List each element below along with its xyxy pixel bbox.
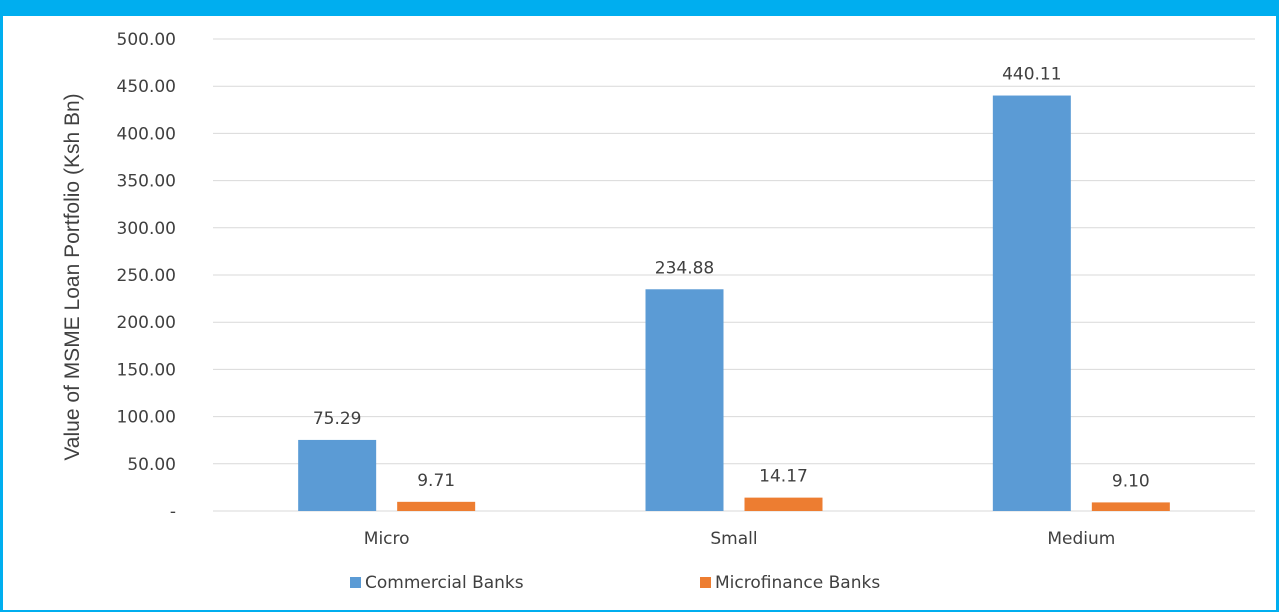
bar-microfinance-banks-micro — [397, 501, 476, 511]
y-tick-label: 250.00 — [117, 266, 176, 286]
bar-microfinance-banks-medium — [1091, 502, 1170, 511]
y-tick-label: 300.00 — [117, 219, 176, 239]
data-labels: 75.29 9.71 234.88 14.17 440.11 9.10 — [313, 65, 1150, 492]
y-tick-label: 350.00 — [117, 172, 176, 192]
y-tick-label: 400.00 — [117, 124, 176, 144]
y-axis-tick-labels: - 50.00 100.00 150.00 200.00 250.00 300.00 350.… — [117, 30, 176, 522]
bar-microfinance-banks-small — [744, 497, 823, 511]
y-tick-label: 150.00 — [117, 360, 176, 380]
legend: Commercial Banks Microfinance Banks — [350, 573, 880, 593]
data-label: 9.10 — [1112, 471, 1150, 491]
legend-swatch — [700, 577, 711, 588]
x-category-label: Micro — [364, 529, 410, 549]
legend-label: Microfinance Banks — [715, 573, 880, 593]
y-tick-label: 200.00 — [117, 313, 176, 333]
data-label: 440.11 — [1002, 65, 1061, 85]
y-tick-label: 450.00 — [117, 77, 176, 97]
x-axis-category-labels: Micro Small Medium — [364, 529, 1116, 549]
bars — [298, 95, 1170, 511]
y-axis-title: Value of MSME Loan Portfolio (Ksh Bn) — [61, 93, 84, 460]
data-label: 14.17 — [759, 467, 808, 487]
x-category-label: Medium — [1047, 529, 1115, 549]
y-tick-label: 100.00 — [117, 408, 176, 428]
data-label: 234.88 — [655, 258, 714, 278]
bar-commercial-banks-micro — [298, 439, 377, 511]
data-label: 9.71 — [417, 471, 455, 491]
y-tick-label: 500.00 — [117, 30, 176, 50]
y-tick-label: 50.00 — [127, 455, 176, 475]
bar-commercial-banks-small — [645, 289, 724, 511]
x-category-label: Small — [710, 529, 757, 549]
header-accent-bar — [0, 0, 1279, 16]
data-label: 75.29 — [313, 409, 362, 429]
bar-commercial-banks-medium — [992, 95, 1071, 511]
y-tick-label: - — [170, 502, 176, 522]
legend-swatch — [350, 577, 361, 588]
legend-label: Commercial Banks — [365, 573, 524, 593]
gridlines — [213, 38, 1255, 512]
